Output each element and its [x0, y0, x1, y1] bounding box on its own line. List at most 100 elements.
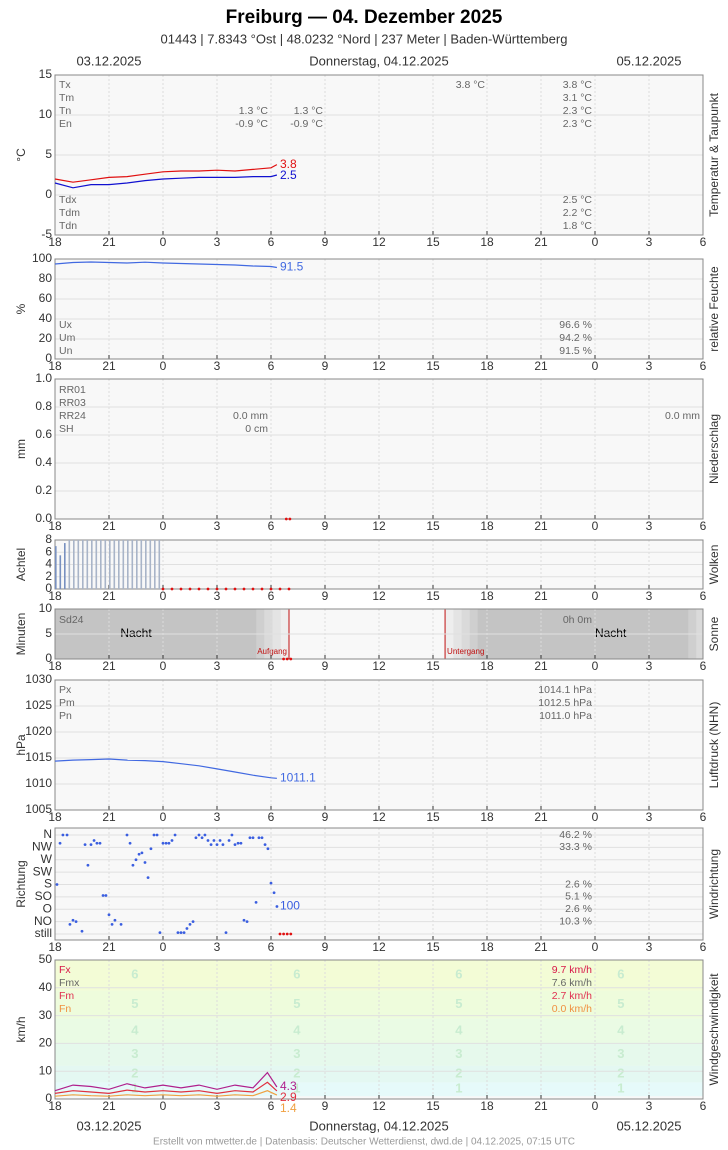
y-tick-label: 0.2: [35, 483, 52, 497]
footer: Erstellt von mtwetter.de | Datenbasis: D…: [153, 1137, 575, 1148]
data-point: [134, 858, 138, 862]
data-point: [257, 836, 261, 840]
stat-text: Fmx: [59, 977, 80, 989]
sunrise-label: Aufgang: [257, 647, 287, 656]
stat-text: -0.9 °C: [235, 118, 268, 130]
stat-text: 1012.5 hPa: [538, 697, 592, 709]
y-tick-label: 0.4: [35, 455, 52, 469]
stat-text: RR03: [59, 397, 86, 409]
x-tick-label: 21: [534, 359, 548, 373]
x-tick-label: 18: [48, 940, 62, 954]
y-axis-label: hPa: [14, 734, 28, 756]
bar: [154, 540, 156, 589]
y-axis-label: km/h: [14, 1016, 28, 1042]
stat-text: RR24: [59, 410, 86, 422]
x-tick-label: 21: [534, 235, 548, 249]
x-tick-label: 6: [700, 659, 707, 673]
x-tick-label: 21: [534, 519, 548, 533]
stat-text: 0 cm: [245, 423, 268, 435]
stat-text: 0.0 mm: [665, 410, 700, 422]
x-tick-label: 0: [592, 235, 599, 249]
stat-text: 1.3 °C: [239, 105, 269, 117]
data-point: [203, 833, 207, 837]
beaufort-label: 2: [293, 1065, 300, 1080]
x-tick-label: 21: [534, 810, 548, 824]
plot-frame: [54, 378, 704, 520]
stat-text: Um: [59, 332, 76, 344]
x-tick-label: 6: [268, 659, 275, 673]
x-tick-label: 0: [160, 359, 167, 373]
x-tick-label: 18: [48, 1099, 62, 1113]
y-tick-label: 2: [45, 569, 52, 583]
x-tick-label: 6: [268, 359, 275, 373]
beaufort-label: 1: [131, 1081, 138, 1096]
x-tick-label: 18: [48, 235, 62, 249]
y-tick-label: 1005: [25, 802, 52, 816]
x-tick-label: 0: [592, 810, 599, 824]
y-tick-label: 0.8: [35, 399, 52, 413]
data-point: [251, 836, 255, 840]
bar: [55, 546, 57, 589]
x-tick-label: 12: [372, 810, 386, 824]
data-point: [140, 851, 144, 855]
x-tick-label: 21: [102, 810, 116, 824]
x-tick-label: 21: [102, 659, 116, 673]
x-tick-label: 3: [646, 359, 653, 373]
end-label: 2.9: [280, 1090, 297, 1104]
data-point: [128, 841, 132, 845]
x-tick-label: 6: [268, 940, 275, 954]
x-tick-label: 3: [214, 940, 221, 954]
stat-text: Un: [59, 345, 73, 357]
y-tick-label: 0: [45, 351, 52, 365]
data-point: [254, 900, 258, 904]
data-point: [146, 876, 150, 880]
y-tick-label: O: [43, 901, 52, 915]
bar: [127, 540, 129, 589]
stat-text: 7.6 km/h: [552, 977, 592, 989]
data-point: [251, 587, 255, 591]
stat-text: -0.9 °C: [290, 118, 323, 130]
stat-text: Pm: [59, 697, 75, 709]
stat-text: Tdn: [59, 220, 77, 232]
x-tick-label: 9: [322, 659, 329, 673]
stat-text: 9.7 km/h: [552, 964, 592, 976]
plot-frame: [54, 258, 704, 360]
stat-text: 91.5 %: [559, 345, 592, 357]
y-tick-label: 4: [45, 557, 52, 571]
x-tick-label: 15: [426, 235, 440, 249]
data-point: [206, 587, 210, 591]
data-point: [285, 932, 289, 936]
data-point: [179, 587, 183, 591]
beaufort-label: 6: [293, 967, 300, 982]
y-tick-label: 20: [39, 1036, 53, 1050]
y-tick-label: 1030: [25, 672, 52, 686]
bar: [91, 540, 93, 589]
y-tick-label: N: [43, 827, 52, 841]
y-tick-label: 5: [45, 626, 52, 640]
percent-label: 46.2 %: [559, 829, 592, 841]
stat-text: 2.5 °C: [563, 194, 593, 206]
stat-text: 1.3 °C: [294, 105, 324, 117]
x-tick-label: 0: [160, 519, 167, 533]
data-point: [182, 931, 186, 935]
plot-frame: [54, 827, 704, 941]
x-tick-label: 18: [48, 589, 62, 603]
bar: [95, 540, 98, 589]
beaufort-label: 6: [455, 967, 462, 982]
data-point: [200, 836, 204, 840]
stat-text: RR01: [59, 384, 86, 396]
data-point: [224, 931, 228, 935]
data-point: [161, 841, 165, 845]
x-tick-label: 9: [322, 519, 329, 533]
x-tick-label: 0: [592, 659, 599, 673]
panel-title: Windgeschwindigkeit: [707, 973, 721, 1086]
x-tick-label: 12: [372, 589, 386, 603]
x-tick-label: 3: [214, 359, 221, 373]
data-point: [288, 517, 292, 521]
x-tick-label: 0: [160, 810, 167, 824]
beaufort-label: 4: [293, 1022, 301, 1037]
x-tick-label: 18: [480, 940, 494, 954]
y-tick-label: 10: [39, 1063, 53, 1077]
beaufort-label: 1: [293, 1081, 300, 1096]
night-label: Nacht: [595, 626, 627, 640]
